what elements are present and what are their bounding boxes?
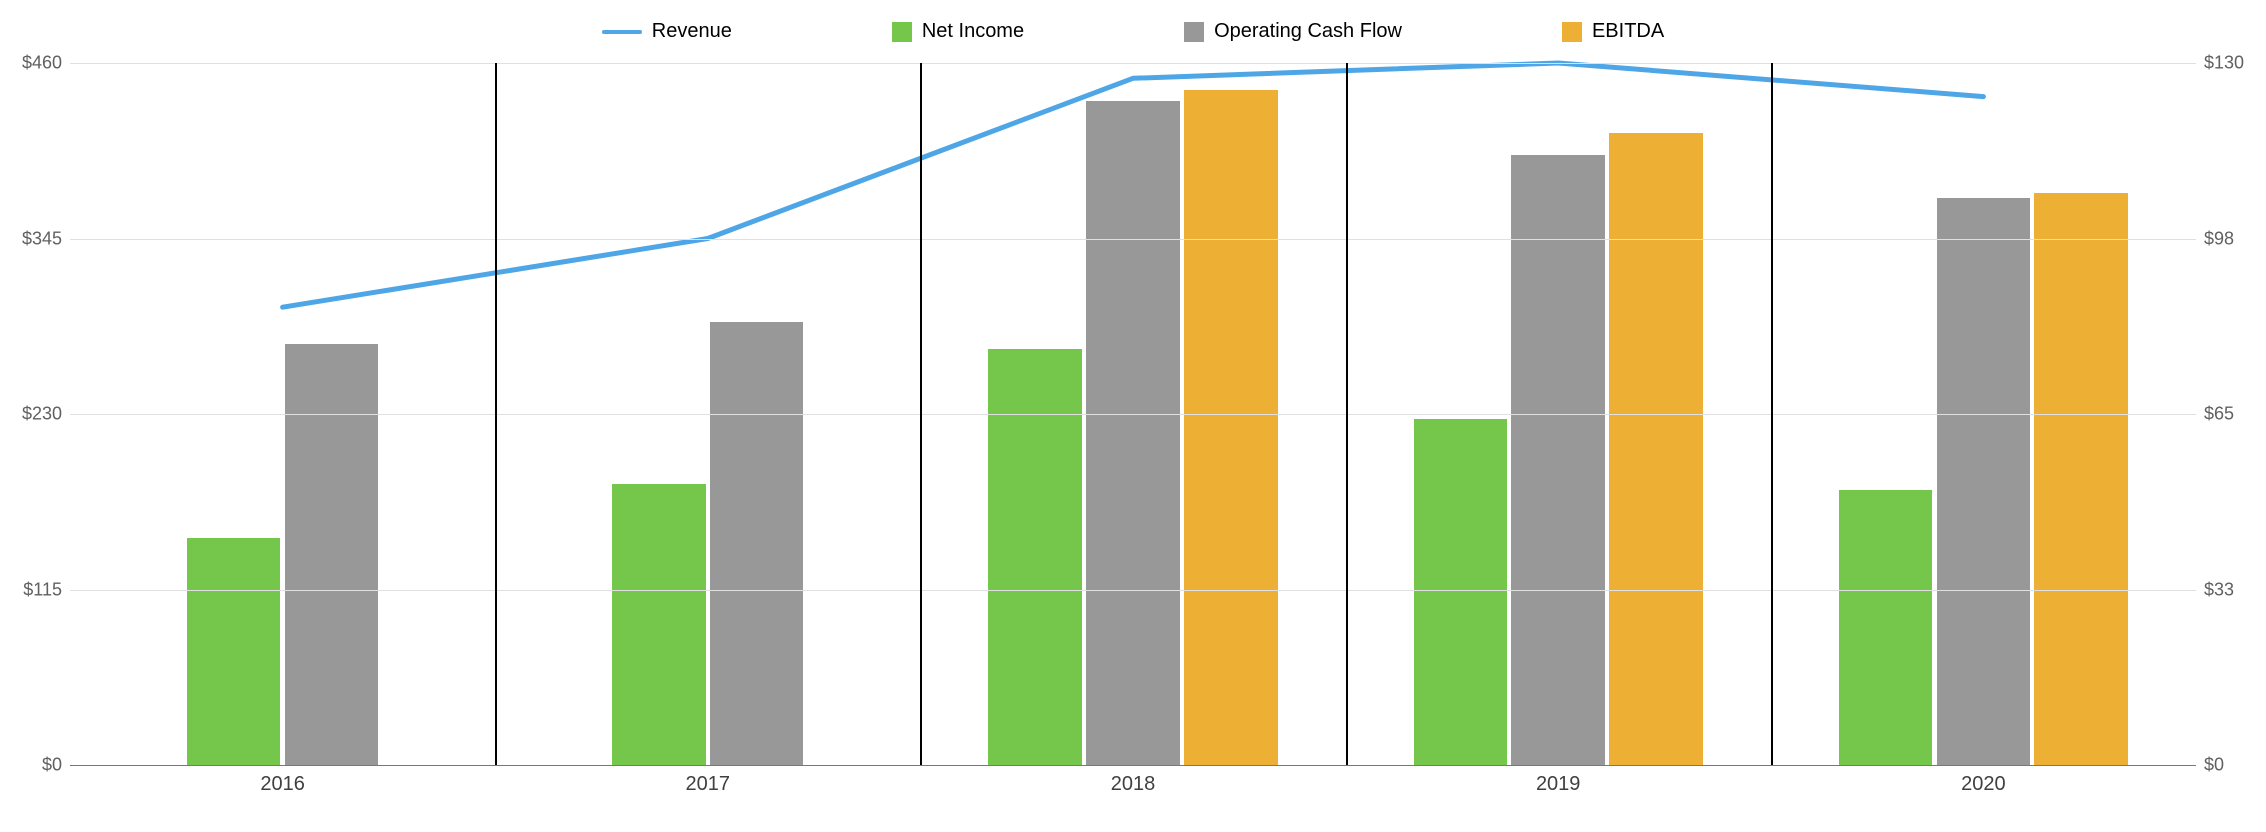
category-separator [1771,63,1773,765]
revenue-line [283,63,1984,307]
y-left-tick-label: $230 [22,404,70,425]
category-separator [1346,63,1348,765]
legend-label: Operating Cash Flow [1214,20,1402,43]
y-left-tick-label: $460 [22,53,70,74]
legend-label: Net Income [922,20,1024,43]
y-left-tick-label: $0 [42,755,70,776]
y-right-tick-label: $130 [2196,53,2244,74]
financial-combo-chart: Revenue Net Income Operating Cash Flow EBIT… [0,0,2266,832]
legend-item-operating-cash-flow: Operating Cash Flow [1184,20,1402,43]
gridline [70,239,2196,240]
gridline [70,414,2196,415]
legend-item-ebitda: EBITDA [1562,20,1664,43]
category-separator [920,63,922,765]
y-right-tick-label: $0 [2196,755,2224,776]
legend-swatch-line [602,30,642,34]
x-axis-tick-label: 2020 [1961,773,2006,796]
x-axis-tick-label: 2018 [1111,773,1156,796]
y-right-tick-label: $65 [2196,404,2234,425]
legend-label: EBITDA [1592,20,1664,43]
x-axis-tick-label: 2017 [686,773,731,796]
gridline [70,590,2196,591]
legend-swatch-box [1184,22,1204,42]
gridline [70,63,2196,64]
y-left-tick-label: $115 [23,579,70,600]
legend-label: Revenue [652,20,732,43]
plot-area: $0$0$115$33$230$65$345$98$460$130 [70,63,2196,765]
legend: Revenue Net Income Operating Cash Flow EBIT… [0,0,2266,53]
legend-item-net-income: Net Income [892,20,1024,43]
y-right-tick-label: $33 [2196,579,2234,600]
legend-item-revenue: Revenue [602,20,732,43]
x-axis-tick-label: 2016 [260,773,305,796]
category-separator [495,63,497,765]
x-axis-labels: 2016 2017 2018 2019 2020 [70,765,2196,815]
y-left-tick-label: $345 [22,228,70,249]
legend-swatch-box [892,22,912,42]
y-right-tick-label: $98 [2196,228,2234,249]
legend-swatch-box [1562,22,1582,42]
x-axis-tick-label: 2019 [1536,773,1581,796]
